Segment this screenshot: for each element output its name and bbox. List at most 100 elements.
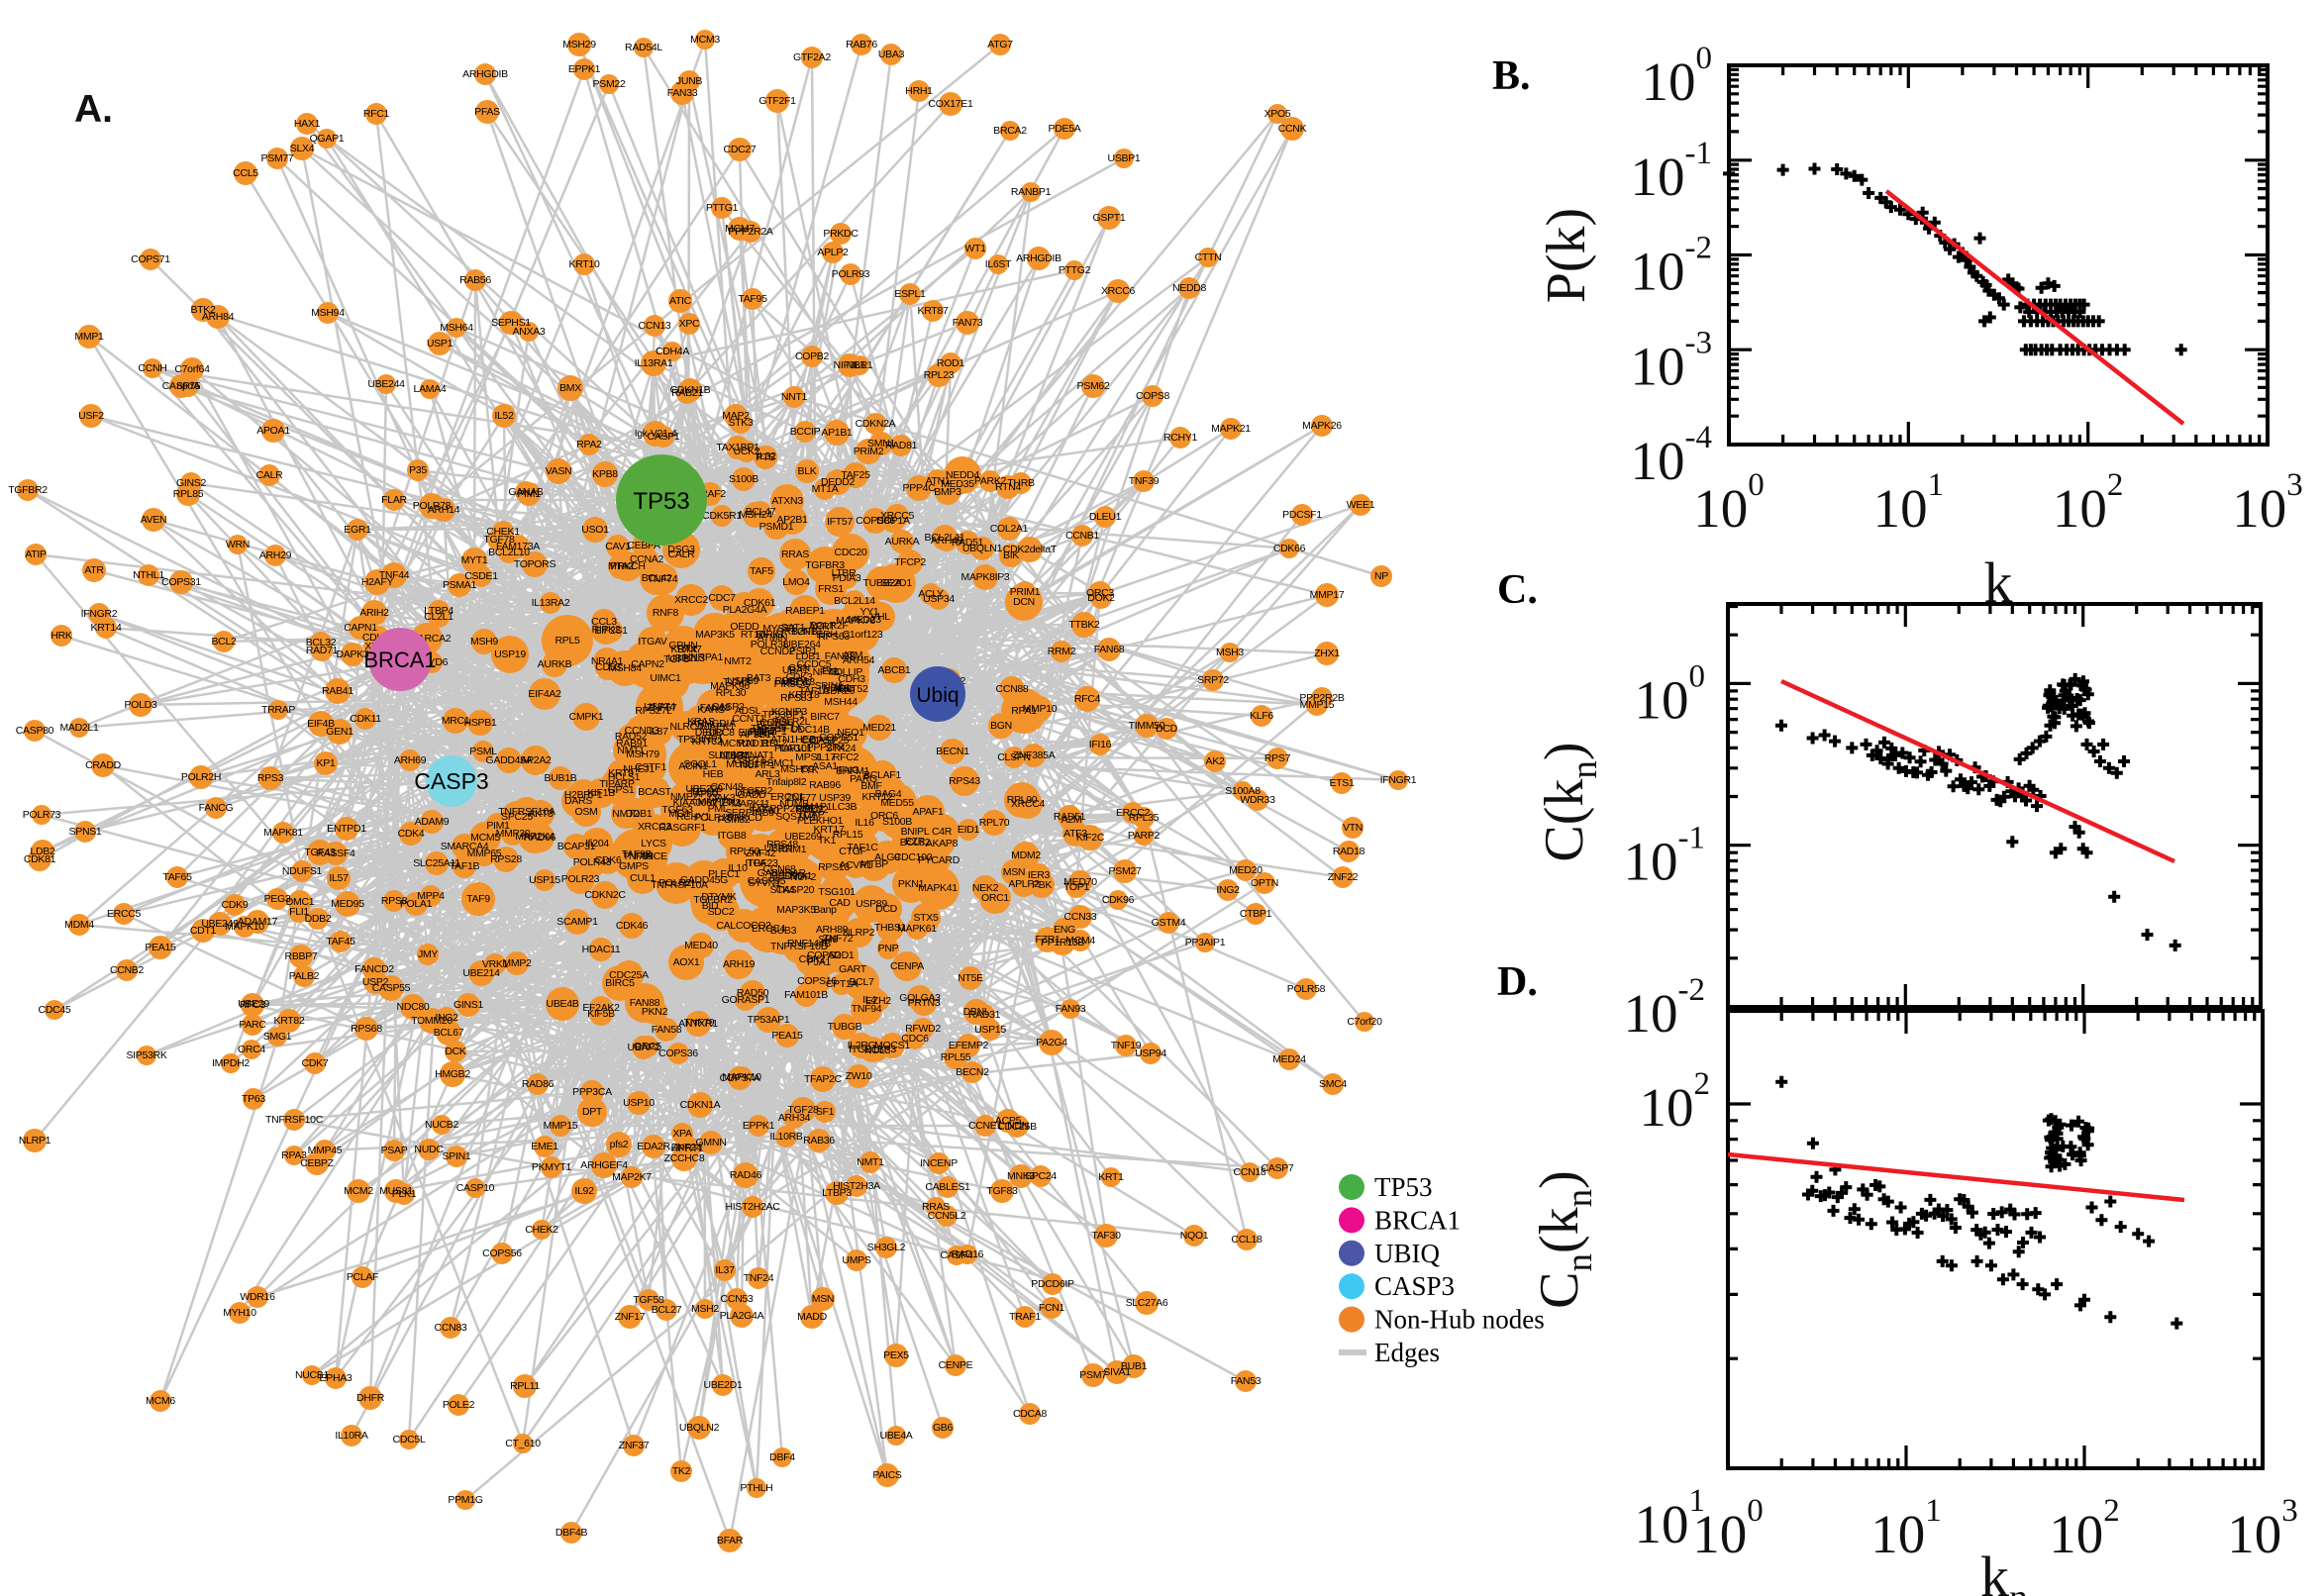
svg-text:BGN: BGN: [990, 720, 1012, 732]
svg-text:RPL90: RPL90: [1007, 794, 1038, 806]
svg-text:CDK46: CDK46: [616, 920, 649, 932]
svg-text:ERCC1: ERCC1: [770, 791, 805, 803]
svg-text:ORC4: ORC4: [238, 1044, 265, 1055]
svg-text:ATIC: ATIC: [669, 295, 692, 307]
svg-text:CDH3: CDH3: [838, 673, 865, 685]
svg-text:BCL2L14: BCL2L14: [834, 595, 875, 607]
svg-text:NMT2: NMT2: [612, 808, 640, 820]
svg-text:XPA: XPA: [672, 1128, 692, 1140]
svg-text:DBNL: DBNL: [963, 1006, 990, 1018]
svg-text:CDK2: CDK2: [799, 953, 826, 965]
svg-text:MSH44: MSH44: [824, 696, 858, 708]
svg-text:RAD71: RAD71: [306, 645, 339, 656]
svg-text:EPPK1: EPPK1: [568, 63, 601, 75]
svg-text:MAD2L1: MAD2L1: [59, 722, 99, 734]
svg-text:RAD66: RAD66: [524, 832, 556, 844]
svg-text:YY1: YY1: [860, 606, 879, 618]
svg-text:ARH84: ARH84: [202, 311, 235, 323]
svg-text:DEDD: DEDD: [695, 727, 724, 739]
svg-text:TGF78: TGF78: [483, 534, 515, 546]
svg-text:Ifi204: Ifi204: [585, 838, 609, 849]
svg-text:GOLGA3: GOLGA3: [899, 992, 941, 1004]
svg-text:FAN68: FAN68: [1094, 644, 1125, 655]
svg-text:S100A8: S100A8: [1225, 785, 1261, 797]
svg-text:TNF59: TNF59: [623, 850, 654, 862]
svg-text:MSH29: MSH29: [562, 39, 596, 50]
svg-text:USP15: USP15: [974, 1024, 1006, 1036]
svg-text:BCLAF1: BCLAF1: [863, 769, 901, 781]
svg-text:IMPDH2: IMPDH2: [212, 1057, 250, 1069]
svg-text:USP39: USP39: [819, 792, 851, 804]
svg-text:MAPK76: MAPK76: [836, 615, 875, 627]
svg-text:MMP65: MMP65: [467, 848, 502, 859]
svg-text:DCK: DCK: [445, 1046, 466, 1057]
svg-text:CCNB2: CCNB2: [110, 964, 145, 976]
svg-text:NMT2: NMT2: [724, 655, 752, 667]
svg-text:SAT1: SAT1: [781, 622, 806, 634]
svg-text:DCP1A: DCP1A: [876, 515, 910, 527]
svg-text:MPP4: MPP4: [417, 890, 445, 902]
svg-text:SERPINB9: SERPINB9: [725, 807, 774, 819]
svg-text:MCM3: MCM3: [690, 34, 720, 46]
svg-text:COPS7A: COPS7A: [720, 1072, 760, 1084]
svg-text:MMP1: MMP1: [74, 331, 104, 343]
svg-text:IL6ST: IL6ST: [723, 750, 750, 762]
svg-text:KARS: KARS: [697, 704, 725, 716]
svg-text:MAPK81: MAPK81: [263, 827, 303, 839]
svg-text:NEDD4: NEDD4: [946, 469, 980, 481]
svg-text:FAN18: FAN18: [700, 702, 731, 714]
svg-text:KLF6: KLF6: [1250, 710, 1273, 722]
svg-text:ZNF57: ZNF57: [647, 702, 677, 714]
svg-text:NNT1: NNT1: [781, 391, 808, 403]
svg-text:PYCARD: PYCARD: [918, 854, 960, 866]
svg-text:MAPK11: MAPK11: [732, 798, 770, 810]
svg-text:RAB76: RAB76: [846, 39, 877, 50]
svg-text:POLR23: POLR23: [561, 873, 600, 885]
svg-text:Ubiq: Ubiq: [916, 684, 959, 707]
svg-text:PAICS: PAICS: [872, 1469, 902, 1481]
svg-text:MOCS1: MOCS1: [874, 1040, 910, 1051]
svg-text:Igk-V21-4: Igk-V21-4: [635, 428, 677, 440]
svg-text:UBQLN2: UBQLN2: [679, 1422, 720, 1434]
svg-text:NEDD8: NEDD8: [1172, 282, 1207, 294]
svg-text:CASP4: CASP4: [941, 1249, 973, 1261]
svg-text:MSH84: MSH84: [608, 662, 642, 674]
svg-text:ARH54: ARH54: [843, 654, 875, 666]
svg-text:ZNF77: ZNF77: [786, 792, 817, 804]
svg-text:SE2D1: SE2D1: [880, 577, 912, 589]
svg-text:CASP10: CASP10: [456, 1182, 495, 1194]
svg-text:GTF2F1: GTF2F1: [758, 95, 796, 107]
svg-text:XRCC4: XRCC4: [1011, 798, 1046, 810]
svg-text:TK2: TK2: [672, 1465, 691, 1477]
svg-text:PARP2: PARP2: [1128, 830, 1161, 842]
svg-text:USP34: USP34: [923, 593, 955, 605]
svg-text:UBA1: UBA1: [782, 664, 809, 676]
svg-text:ATMIN: ATMIN: [758, 632, 787, 644]
svg-text:MED70: MED70: [1063, 876, 1097, 888]
svg-text:CASP7: CASP7: [1262, 1162, 1294, 1174]
svg-text:GADD45G: GADD45G: [680, 874, 728, 886]
svg-text:EIF4B: EIF4B: [307, 718, 335, 730]
svg-text:POLR2H: POLR2H: [181, 771, 221, 783]
svg-text:BCL62: BCL62: [757, 719, 787, 731]
svg-text:GB6: GB6: [933, 1422, 954, 1434]
svg-text:GINS2: GINS2: [176, 477, 206, 489]
svg-text:DMC1: DMC1: [286, 896, 315, 908]
svg-text:ZNF385A: ZNF385A: [1013, 749, 1056, 761]
svg-text:BNIPL: BNIPL: [901, 826, 930, 838]
svg-text:TNFRSF1A: TNFRSF1A: [751, 723, 802, 735]
svg-text:USO1: USO1: [581, 524, 609, 536]
svg-text:DBF4: DBF4: [769, 1451, 795, 1463]
svg-text:ANTXR1: ANTXR1: [678, 1018, 718, 1030]
svg-text:PLEC1: PLEC1: [708, 868, 740, 880]
svg-text:LYCS: LYCS: [641, 838, 666, 849]
svg-text:TCAP: TCAP: [798, 809, 825, 821]
svg-text:ZHX1: ZHX1: [1314, 648, 1340, 659]
svg-text:ITGB1BP3: ITGB1BP3: [849, 1044, 896, 1055]
svg-text:KRT12: KRT12: [862, 791, 893, 803]
svg-text:RPL23: RPL23: [924, 369, 955, 381]
svg-text:PKMYT1: PKMYT1: [532, 1161, 572, 1173]
svg-text:NUCB2: NUCB2: [425, 1119, 459, 1131]
svg-text:TGFBR3: TGFBR3: [805, 559, 845, 571]
svg-text:PRTN3: PRTN3: [908, 997, 941, 1009]
